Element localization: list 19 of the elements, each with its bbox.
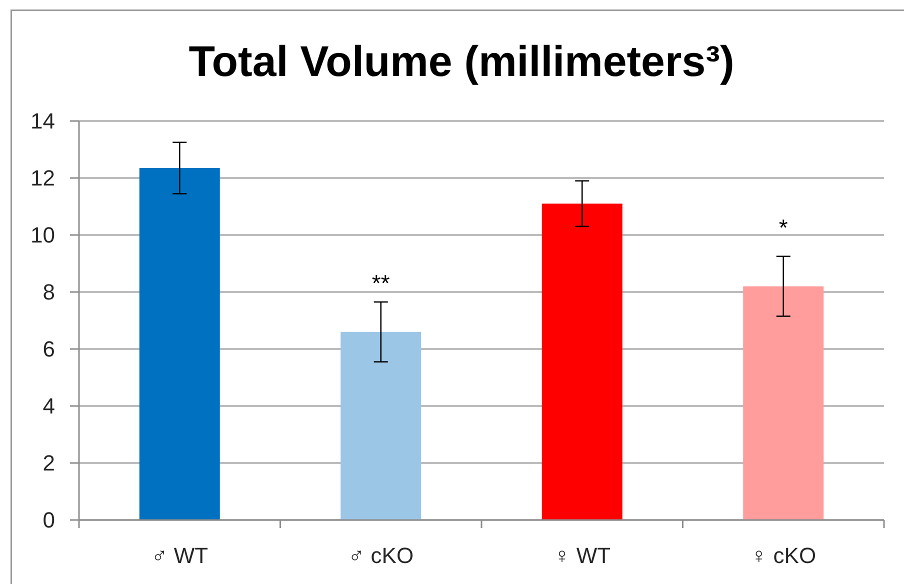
x-tick-label: ♀ WT bbox=[554, 543, 611, 568]
bar bbox=[542, 204, 622, 520]
y-tick-label: 4 bbox=[42, 394, 55, 419]
y-tick-label: 14 bbox=[30, 108, 55, 134]
bar bbox=[340, 332, 422, 520]
bar bbox=[139, 168, 220, 520]
chart-title: Total Volume (millimeters³) bbox=[188, 38, 734, 86]
y-tick-label: 8 bbox=[42, 280, 55, 305]
annotation: ** bbox=[372, 270, 390, 296]
annotation: * bbox=[778, 214, 788, 240]
y-tick-label: 12 bbox=[30, 166, 55, 191]
x-tick-label: ♀ cKO bbox=[750, 543, 816, 568]
x-tick-label: ♂ WT bbox=[151, 543, 208, 568]
y-tick-label: 0 bbox=[42, 508, 55, 533]
y-tick-label: 6 bbox=[42, 336, 55, 362]
y-tick-label: 10 bbox=[30, 222, 55, 248]
bar bbox=[743, 286, 824, 520]
x-tick-label: ♂ cKO bbox=[348, 543, 414, 568]
y-tick-label: 2 bbox=[42, 450, 55, 476]
